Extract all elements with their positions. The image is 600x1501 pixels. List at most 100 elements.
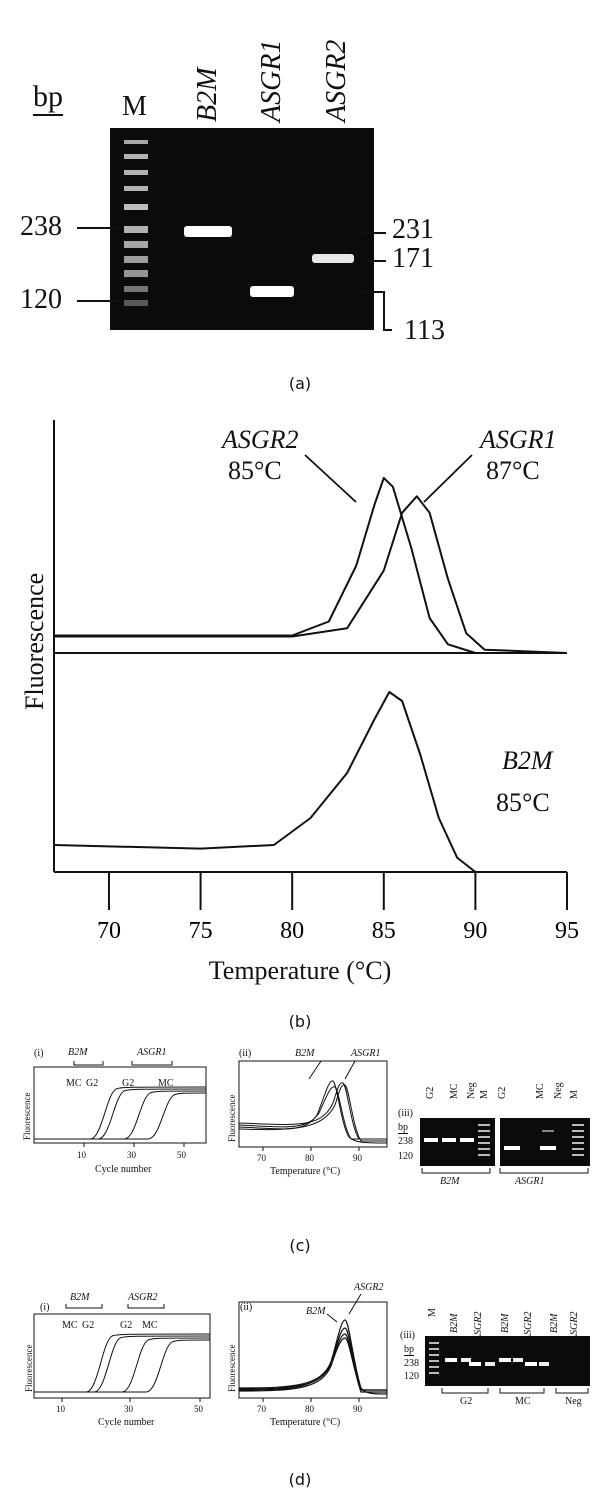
c-ii-xtick-90: 90	[353, 1153, 362, 1163]
d-ii-ylabel: Fluorescence	[227, 1344, 237, 1392]
c-i-gene-b2m: B2M	[68, 1047, 88, 1058]
xtick-label-90: 90	[463, 918, 487, 944]
c-iii-lane-neg-2: Neg	[553, 1082, 564, 1099]
marker-bracket-113	[362, 291, 392, 331]
caption-b: (b)	[288, 1012, 312, 1031]
d-ii-xtick-70: 70	[257, 1404, 266, 1414]
d-i-gene-asgr2: ASGR2	[128, 1292, 158, 1303]
c-ii-gene-asgr1: ASGR1	[351, 1048, 381, 1059]
c-i-curve-g2-2: G2	[122, 1078, 135, 1089]
fluorescence-ylabel: Fluorescence	[20, 572, 49, 710]
c-i-curve-mc1: MC	[66, 1078, 82, 1089]
d-i-label: (i)	[40, 1302, 50, 1313]
lane-label-asgr2: ASGR2	[321, 39, 352, 122]
d-iii-marker-120: 120	[404, 1371, 419, 1382]
melt-curve-chart: 70 75 80 85 90 95	[53, 420, 579, 944]
caption-a: (a)	[288, 374, 312, 393]
caption-d: (d)	[288, 1470, 312, 1489]
c-ii-xtick-70: 70	[257, 1153, 266, 1163]
lane-label-asgr1: ASGR1	[256, 39, 287, 122]
c-iii-bottom-asgr1: ASGR1	[515, 1176, 545, 1187]
c-iii-lane-m-2: M	[569, 1090, 580, 1099]
annot-asgr2-temp: 85°C	[228, 456, 282, 485]
c-ii-melt-plot	[238, 1060, 388, 1151]
c-iii-marker-120: 120	[398, 1151, 413, 1162]
c-i-curve-mc2: MC	[158, 1078, 174, 1089]
c-i-label: (i)	[34, 1048, 44, 1059]
d-iii-bottom-mc: MC	[515, 1396, 531, 1407]
c-iii-gel-right	[500, 1118, 590, 1166]
c-ii-gene-b2m: B2M	[295, 1048, 315, 1059]
c-iii-lane-m: M	[479, 1090, 490, 1099]
xtick-label-75: 75	[189, 918, 213, 944]
annot-b2m-temp: 85°C	[496, 788, 550, 817]
d-ii-xtick-80: 80	[305, 1404, 314, 1414]
d-iii-lane-b2m-neg: B2M	[549, 1313, 560, 1333]
c-ii-xlabel: Temperature (°C)	[270, 1166, 341, 1177]
gel-bands-a	[124, 140, 354, 306]
marker-line-120	[77, 300, 120, 302]
c-iii-marker-238: 238	[398, 1136, 413, 1147]
right-marker-231: 231	[392, 214, 434, 245]
c-iii-lane-mc-2: MC	[535, 1083, 546, 1099]
c-iii-gel-left	[420, 1118, 495, 1166]
d-i-xtick-30: 30	[124, 1404, 133, 1414]
d-iii-brackets	[441, 1388, 589, 1394]
c-iii-lane-mc: MC	[449, 1083, 460, 1099]
d-iii-bp: bp	[404, 1344, 414, 1356]
marker-label: M	[122, 91, 147, 122]
d-i-curve-mc2: MC	[142, 1320, 158, 1331]
d-iii-label: (iii)	[400, 1330, 415, 1341]
right-marker-113: 113	[404, 315, 445, 346]
c-ii-label: (ii)	[239, 1048, 252, 1059]
gel-image-a	[110, 128, 374, 330]
marker-line-171	[362, 260, 386, 262]
c-i-gene-asgr1: ASGR1	[137, 1047, 167, 1058]
d-i-amplification-plot	[33, 1304, 211, 1402]
d-i-xtick-50: 50	[194, 1404, 203, 1414]
c-i-xtick-10: 10	[77, 1150, 86, 1160]
caption-c: (c)	[289, 1236, 311, 1255]
annot-asgr2-gene: ASGR2	[222, 425, 299, 454]
d-iii-lane-b2m-g2: B2M	[449, 1313, 460, 1333]
d-ii-xlabel: Temperature (°C)	[270, 1417, 341, 1428]
d-i-xlabel: Cycle number	[98, 1417, 155, 1428]
bp-label: bp	[33, 80, 63, 116]
xtick-label-80: 80	[280, 918, 304, 944]
d-iii-lane-m: M	[427, 1308, 438, 1317]
annot-asgr1-gene: ASGR1	[480, 425, 557, 454]
d-i-gene-b2m: B2M	[70, 1292, 90, 1303]
d-iii-bottom-neg: Neg	[565, 1396, 582, 1407]
c-iii-brackets	[421, 1168, 589, 1174]
d-ii-gene-b2m: B2M	[306, 1306, 326, 1317]
c-iii-bp: bp	[398, 1122, 408, 1134]
marker-line-231	[362, 232, 386, 234]
d-ii-label: (ii)	[240, 1302, 253, 1313]
c-iii-bottom-b2m: B2M	[440, 1176, 460, 1187]
d-i-curve-g2-2: G2	[120, 1320, 133, 1331]
xtick-label-85: 85	[372, 918, 396, 944]
c-iii-lane-g2: G2	[425, 1086, 436, 1099]
d-i-xtick-10: 10	[56, 1404, 65, 1414]
lane-label-b2m: B2M	[192, 67, 223, 122]
temperature-xlabel: Temperature (°C)	[208, 956, 392, 985]
c-i-xtick-30: 30	[127, 1150, 136, 1160]
left-marker-238: 238	[20, 211, 62, 242]
d-ii-xtick-90: 90	[353, 1404, 362, 1414]
marker-line-238	[77, 227, 120, 229]
c-ii-ylabel: Fluorescence	[227, 1094, 237, 1142]
c-ii-xtick-80: 80	[305, 1153, 314, 1163]
melt-series-asgr2	[54, 477, 567, 654]
d-i-ylabel: Fluorescence	[24, 1344, 34, 1392]
c-iii-lane-g2-2: G2	[497, 1086, 508, 1099]
d-iii-bottom-g2: G2	[460, 1396, 473, 1407]
xtick-label-95: 95	[555, 918, 579, 944]
c-i-ylabel: Fluorescence	[22, 1092, 32, 1140]
d-ii-gene-asgr2: ASGR2	[354, 1282, 384, 1293]
left-marker-120: 120	[20, 284, 62, 315]
c-i-amplification-plot	[33, 1061, 207, 1147]
c-iii-lane-neg: Neg	[466, 1082, 477, 1099]
d-i-curve-g2-1: G2	[82, 1320, 95, 1331]
melt-series-b2m	[53, 691, 567, 873]
d-ii-melt-plot	[238, 1293, 388, 1402]
